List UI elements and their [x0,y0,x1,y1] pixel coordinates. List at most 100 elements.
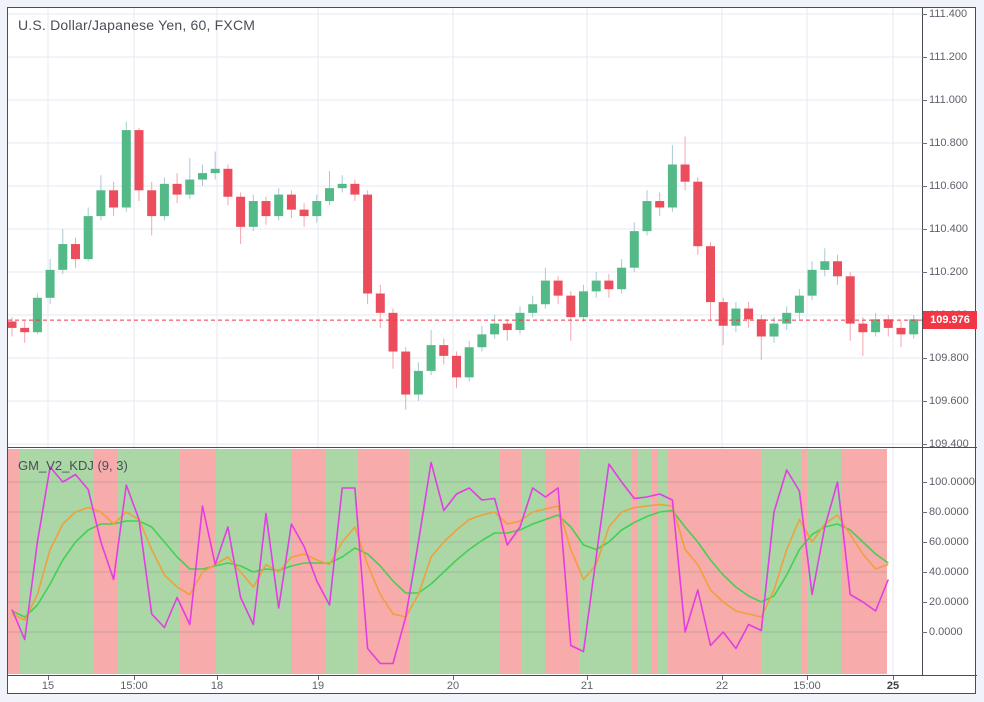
indicator-axis-tick [922,632,927,633]
candle-down [363,194,373,294]
candle-down [223,168,233,197]
kdj-indicator-pane[interactable] [8,448,922,675]
time-axis-tick [134,676,135,680]
price-axis-label: 109.400 [929,438,969,450]
candle-up [667,164,677,208]
candle-up [413,370,423,395]
price-axis-tick [922,401,927,402]
candle-down [845,276,855,324]
candle-down [604,280,614,290]
pane-separator[interactable] [7,447,977,448]
candle-down [858,323,868,333]
candle-down [388,312,398,352]
candle-up [579,291,588,318]
price-axis-tick [922,57,927,58]
time-axis-tick [893,676,894,680]
candle-down [833,261,842,277]
candle-up [731,308,741,326]
time-axis-label: 25 [886,680,900,692]
candle-up [515,312,525,331]
price-axis-separator [922,7,923,676]
indicator-axis-tick [922,482,927,483]
candle-up [477,334,487,348]
candle-up [909,319,919,335]
indicator-axis-label: 80.0000 [929,506,969,518]
candle-down [566,295,576,318]
candle-down [706,246,715,303]
indicator-axis-label: 0.0000 [929,626,963,638]
price-axis-tick [922,229,927,230]
kdj-band-bullish [216,449,291,674]
candle-down [655,201,665,208]
time-axis-tick [807,676,808,680]
candle-down [883,319,893,328]
candle-up [820,261,830,270]
candle-down [71,244,80,260]
candle-up [782,312,792,324]
candle-down [452,355,461,378]
price-axis-tick [922,186,927,187]
candle-up [871,319,881,333]
time-axis-label: 15:00 [120,680,148,692]
kdj-band-bearish [358,449,409,674]
price-axis-label: 110.600 [929,180,968,192]
candle-down [20,327,30,333]
indicator-axis-label: 40.0000 [929,566,969,578]
candle-up [464,347,474,378]
kdj-band-bullish [579,449,632,674]
candle-up [617,267,627,290]
kdj-band-bullish [325,449,358,674]
kdj-band-bullish [658,449,668,674]
price-axis-tick [922,100,927,101]
price-axis-tick [922,143,927,144]
indicator-axis-tick [922,512,927,513]
kdj-band-bearish [180,449,216,674]
candle-down [680,164,690,182]
time-axis-tick [318,676,319,680]
kdj-band-bullish [521,449,545,674]
candle-down [286,194,296,210]
candle-down [553,280,563,296]
candle-down [502,323,512,331]
time-axis-label: 22 [715,680,729,692]
candle-up [591,280,601,292]
price-axis-tick [922,272,927,273]
price-axis-label: 110.400 [929,223,968,235]
last-price-badge: 109.976 [923,311,977,330]
candle-up [58,244,68,270]
candle-up [540,280,550,305]
candle-up [490,323,500,335]
kdj-band-bullish [118,449,180,674]
candle-down [172,183,182,195]
kdj-band-bullish [20,449,94,674]
price-axis-label: 110.800 [929,137,968,149]
candle-down [896,327,906,335]
candle-up [629,231,639,268]
time-axis-tick [453,676,454,680]
candle-up [121,130,131,208]
price-axis-tick [922,444,927,445]
candle-up [45,269,55,298]
price-axis-tick [922,358,927,359]
indicator-axis-tick [922,602,927,603]
candle-up [807,269,817,296]
kdj-band-bearish [668,449,761,674]
time-axis-tick [722,676,723,680]
kdj-band-bearish [8,449,20,674]
kdj-band-bearish [632,449,638,674]
time-axis-tick [217,676,218,680]
indicator-axis-label: 20.0000 [929,596,969,608]
kdj-band-bullish [761,449,802,674]
candle-up [210,168,220,174]
time-axis-label: 18 [210,680,224,692]
time-axis-label: 20 [446,680,460,692]
kdj-band-bearish [802,449,807,674]
kdj-band-bullish [807,449,841,674]
indicator-axis-tick [922,572,927,573]
time-axis-label: 21 [580,680,594,692]
indicator-axis-label: 100.0000 [929,476,975,488]
candle-down [8,321,17,328]
main-price-pane[interactable] [8,8,922,447]
candle-up [528,304,538,313]
kdj-band-bearish [652,449,658,674]
